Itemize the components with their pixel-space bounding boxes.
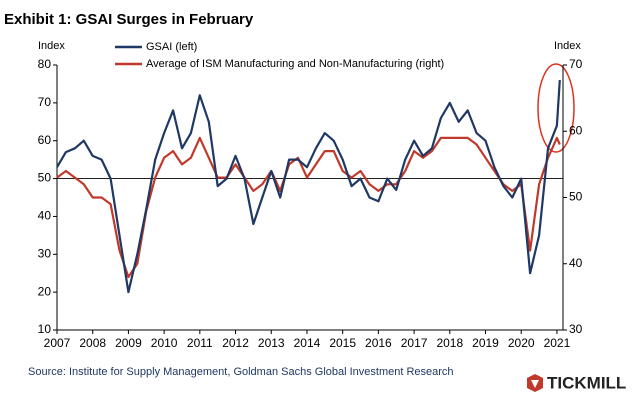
x-tick-label: 2020 bbox=[508, 336, 535, 350]
y-tick-label: 10 bbox=[38, 322, 52, 336]
x-tick-label: 2016 bbox=[365, 336, 392, 350]
y-tick-label: 20 bbox=[38, 284, 52, 298]
x-tick-label: 2021 bbox=[544, 336, 571, 350]
logo: TICKMILL bbox=[527, 373, 626, 392]
y-axis-label: Index bbox=[38, 40, 65, 52]
logo-text: TICKMILL bbox=[547, 373, 626, 392]
x-tick-label: 2011 bbox=[187, 336, 213, 350]
legend-label: Average of ISM Manufacturing and Non-Man… bbox=[146, 58, 444, 70]
y2-tick-label: 70 bbox=[569, 57, 583, 71]
y-tick-label: 50 bbox=[38, 171, 52, 185]
data-line bbox=[56, 136, 561, 279]
x-tick-label: 2009 bbox=[115, 336, 142, 350]
x-tick-label: 2013 bbox=[258, 336, 285, 350]
y-tick-label: 60 bbox=[38, 133, 52, 147]
highlight-circle bbox=[537, 63, 575, 153]
x-tick-label: 2014 bbox=[294, 336, 321, 350]
y2-tick-label: 50 bbox=[569, 190, 583, 204]
x-tick-label: 2012 bbox=[222, 336, 249, 350]
y2-tick-label: 40 bbox=[569, 256, 583, 270]
legend-label: GSAI (left) bbox=[146, 41, 197, 53]
x-tick-label: 2010 bbox=[151, 336, 178, 350]
y2-axis-label: Index bbox=[554, 40, 581, 52]
x-tick-label: 2007 bbox=[44, 336, 71, 350]
source-note: Source: Institute for Supply Management,… bbox=[28, 366, 454, 378]
x-tick-label: 2008 bbox=[79, 336, 106, 350]
x-tick-label: 2015 bbox=[329, 336, 356, 350]
logo-icon-inner bbox=[531, 380, 539, 388]
chart-title: Exhibit 1: GSAI Surges in February bbox=[4, 11, 254, 28]
y2-tick-label: 60 bbox=[569, 123, 583, 137]
x-tick-label: 2017 bbox=[401, 336, 428, 350]
y-tick-label: 70 bbox=[38, 95, 52, 109]
data-line bbox=[56, 80, 561, 294]
y-tick-label: 30 bbox=[38, 246, 52, 260]
y-tick-label: 40 bbox=[38, 209, 52, 223]
y-tick-label: 80 bbox=[38, 57, 52, 71]
x-tick-label: 2019 bbox=[472, 336, 499, 350]
y2-tick-label: 30 bbox=[569, 322, 583, 336]
x-tick-label: 2018 bbox=[436, 336, 463, 350]
